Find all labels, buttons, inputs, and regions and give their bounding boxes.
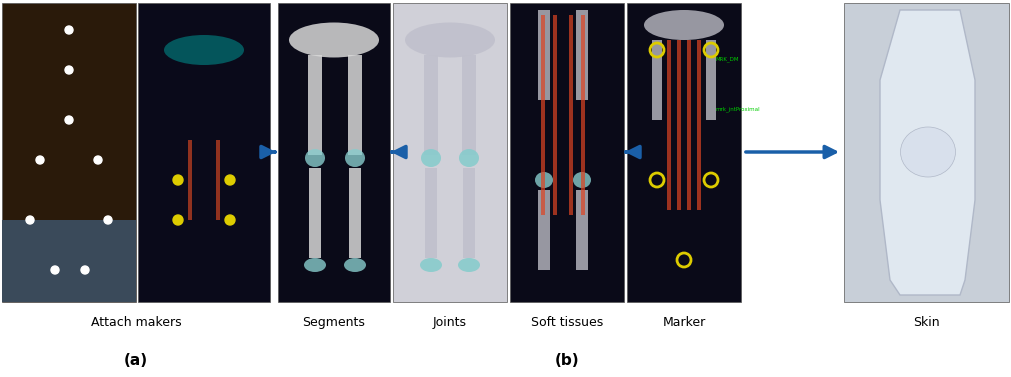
Polygon shape bbox=[880, 10, 975, 295]
Ellipse shape bbox=[458, 258, 480, 272]
Ellipse shape bbox=[420, 258, 442, 272]
Circle shape bbox=[81, 266, 89, 274]
Bar bbox=[677, 40, 681, 210]
Ellipse shape bbox=[164, 35, 244, 65]
Ellipse shape bbox=[644, 10, 724, 40]
Text: Joints: Joints bbox=[433, 316, 467, 329]
Circle shape bbox=[65, 26, 73, 34]
Bar bbox=[687, 40, 691, 210]
Bar bbox=[541, 15, 545, 215]
Circle shape bbox=[51, 266, 59, 274]
Bar bbox=[581, 15, 585, 215]
Bar bbox=[627, 3, 741, 302]
Circle shape bbox=[65, 66, 73, 74]
Ellipse shape bbox=[535, 172, 553, 188]
Ellipse shape bbox=[305, 149, 325, 167]
Bar bbox=[462, 55, 476, 155]
Bar bbox=[2, 220, 136, 302]
Circle shape bbox=[65, 116, 73, 124]
Bar bbox=[553, 15, 557, 215]
Bar bbox=[697, 40, 701, 210]
Bar bbox=[309, 168, 321, 258]
Bar bbox=[569, 15, 573, 215]
Ellipse shape bbox=[344, 258, 366, 272]
Bar bbox=[188, 140, 192, 220]
Circle shape bbox=[225, 175, 235, 185]
Bar bbox=[576, 10, 588, 100]
Bar bbox=[2, 3, 136, 302]
Bar bbox=[538, 10, 550, 100]
Ellipse shape bbox=[459, 149, 479, 167]
Text: (b): (b) bbox=[555, 353, 579, 368]
Text: (a): (a) bbox=[124, 353, 148, 368]
Ellipse shape bbox=[901, 127, 955, 177]
Circle shape bbox=[173, 215, 183, 225]
Bar bbox=[706, 40, 716, 120]
Bar bbox=[424, 55, 438, 155]
Bar bbox=[349, 168, 361, 258]
Bar bbox=[667, 40, 671, 210]
Text: Marker: Marker bbox=[662, 316, 706, 329]
Text: Skin: Skin bbox=[913, 316, 939, 329]
Ellipse shape bbox=[304, 258, 326, 272]
Bar bbox=[216, 140, 220, 220]
Ellipse shape bbox=[405, 23, 495, 58]
Ellipse shape bbox=[421, 149, 441, 167]
Bar bbox=[348, 55, 362, 155]
Bar bbox=[652, 40, 662, 120]
Bar bbox=[393, 3, 507, 302]
Bar bbox=[425, 168, 437, 258]
Text: Attach makers: Attach makers bbox=[91, 316, 181, 329]
Circle shape bbox=[94, 156, 102, 164]
Text: Segments: Segments bbox=[302, 316, 365, 329]
Bar bbox=[137, 3, 270, 302]
Bar bbox=[510, 3, 624, 302]
Ellipse shape bbox=[573, 172, 591, 188]
Circle shape bbox=[104, 216, 112, 224]
Bar bbox=[538, 190, 550, 270]
Circle shape bbox=[26, 216, 34, 224]
Circle shape bbox=[225, 215, 235, 225]
Text: MRK_DM: MRK_DM bbox=[715, 56, 738, 62]
Text: mrk_jntProximal: mrk_jntProximal bbox=[715, 106, 759, 112]
Bar bbox=[576, 190, 588, 270]
Circle shape bbox=[173, 175, 183, 185]
Ellipse shape bbox=[289, 23, 379, 58]
Circle shape bbox=[36, 156, 44, 164]
Ellipse shape bbox=[345, 149, 365, 167]
Bar bbox=[308, 55, 321, 155]
Bar bbox=[844, 3, 1009, 302]
Text: Soft tissues: Soft tissues bbox=[531, 316, 604, 329]
Bar bbox=[278, 3, 390, 302]
Bar bbox=[463, 168, 475, 258]
